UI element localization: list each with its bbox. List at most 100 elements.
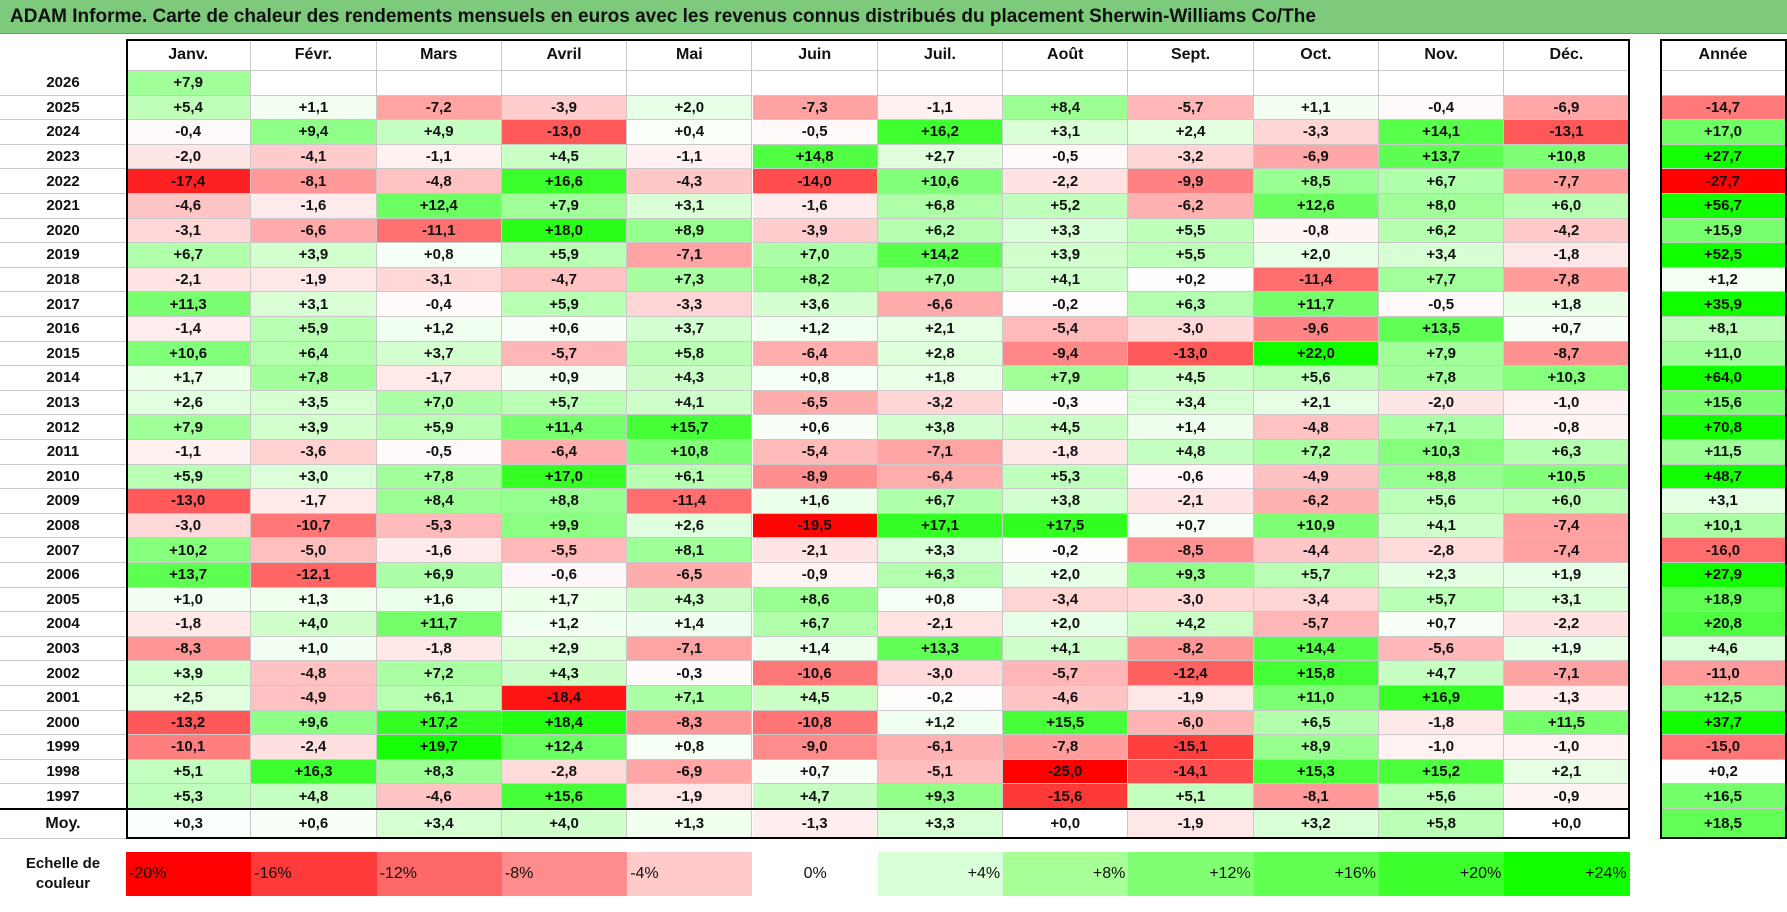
heat-cell: +0,2: [1128, 267, 1254, 293]
heat-cell: -2,1: [1128, 489, 1254, 514]
heat-cell: +15,6: [501, 784, 628, 809]
heat-cell: +0,8: [877, 587, 1004, 613]
heat-cell: -13,1: [1504, 120, 1630, 145]
heat-cell: +17,5: [1003, 513, 1129, 539]
heat-cell: -4,6: [1003, 686, 1129, 711]
heat-cell: -9,6: [1253, 317, 1379, 342]
heat-cell: +1,2: [877, 710, 1004, 736]
heat-cell: -6,2: [1253, 489, 1379, 514]
heat-cell: -1,3: [1504, 686, 1630, 711]
heat-cell: -0,2: [877, 686, 1004, 711]
heat-cell: +1,3: [251, 587, 377, 613]
heat-cell: -17,4: [126, 169, 252, 194]
annual-cell: +18,9: [1660, 587, 1787, 613]
heat-cell: +9,4: [251, 120, 377, 145]
heat-cell: +5,9: [126, 464, 252, 490]
heat-cell: -1,0: [1504, 735, 1630, 760]
heat-cell: -9,4: [1003, 341, 1129, 367]
heat-cell: -3,9: [752, 218, 878, 244]
heat-cell: +13,7: [126, 563, 252, 588]
heat-cell: +9,3: [877, 784, 1004, 809]
heat-cell: +5,7: [1253, 563, 1379, 588]
heat-cell: -11,4: [1253, 267, 1379, 293]
row-year-label: 1997: [0, 784, 126, 809]
row-year-label: 2019: [0, 243, 126, 268]
heat-cell: +0,9: [501, 366, 628, 391]
heat-cell: +7,1: [1379, 415, 1505, 440]
heat-cell: +11,7: [1253, 292, 1379, 317]
heat-cell: -1,6: [376, 538, 502, 563]
heat-cell: +3,5: [251, 390, 377, 416]
row-year-label: 2017: [0, 292, 126, 317]
average-cell: -1,3: [752, 809, 878, 839]
heat-cell: +2,0: [627, 95, 753, 121]
heat-cell: -0,4: [1379, 95, 1505, 121]
heat-cell: -1,9: [251, 267, 377, 293]
annual-cell: +52,5: [1660, 243, 1787, 268]
heat-cell: -7,4: [1504, 538, 1630, 563]
report-title: ADAM Informe. Carte de chaleur des rende…: [0, 0, 1787, 34]
heat-cell: +1,0: [251, 636, 377, 662]
annual-cell: +20,8: [1660, 612, 1787, 637]
heat-cell: +9,6: [251, 710, 377, 736]
heat-cell: +12,4: [501, 735, 628, 760]
heat-cell: -6,5: [752, 390, 878, 416]
heat-cell: +1,9: [1504, 636, 1630, 662]
heat-cell: +0,7: [1504, 317, 1630, 342]
heat-cell: +13,7: [1379, 144, 1505, 170]
heat-cell: -1,7: [376, 366, 502, 391]
heat-cell: +11,7: [376, 612, 502, 637]
heat-cell: +8,3: [376, 759, 502, 785]
heat-cell: +6,0: [1504, 194, 1630, 219]
row-year-label: 2024: [0, 120, 126, 145]
heat-cell: +1,4: [627, 612, 753, 637]
heat-cell: -5,6: [1379, 636, 1505, 662]
annual-cell: +10,1: [1660, 513, 1787, 539]
heat-cell: -3,0: [1128, 587, 1254, 613]
heat-cell: +11,0: [1253, 686, 1379, 711]
heat-cell: -13,2: [126, 710, 252, 736]
month-header: Avril: [501, 39, 628, 71]
heat-cell: -6,4: [752, 341, 878, 367]
heat-cell: +22,0: [1253, 341, 1379, 367]
heat-cell: -5,3: [376, 513, 502, 539]
heat-cell: -7,8: [1504, 267, 1630, 293]
heat-cell: -12,4: [1128, 661, 1254, 686]
average-cell: +3,3: [877, 809, 1004, 839]
row-year-label: 2000: [0, 710, 126, 736]
heat-cell: +1,2: [752, 317, 878, 342]
annual-cell: +11,5: [1660, 440, 1787, 465]
color-scale-swatch: +12%: [1128, 852, 1254, 896]
heat-cell: +7,0: [752, 243, 878, 268]
heat-cell: -5,7: [1253, 612, 1379, 637]
heat-cell: +0,6: [752, 415, 878, 440]
heat-cell: +5,3: [126, 784, 252, 809]
heat-cell: -14,1: [1128, 759, 1254, 785]
heat-cell: -0,3: [1003, 390, 1129, 416]
month-header: Févr.: [251, 39, 377, 71]
row-year-label: 2015: [0, 341, 126, 367]
heat-cell: +0,8: [376, 243, 502, 268]
heat-cell: +8,9: [627, 218, 753, 244]
heat-cell: +7,0: [877, 267, 1004, 293]
heat-cell: -0,4: [376, 292, 502, 317]
row-year-label: 2010: [0, 464, 126, 490]
heat-cell: +1,4: [752, 636, 878, 662]
heat-cell: +2,8: [877, 341, 1004, 367]
heat-cell: -1,6: [251, 194, 377, 219]
annual-cell: +4,6: [1660, 636, 1787, 662]
heat-cell: +2,1: [1504, 759, 1630, 785]
heat-cell: -4,6: [376, 784, 502, 809]
annual-cell: +64,0: [1660, 366, 1787, 391]
heat-cell: -10,6: [752, 661, 878, 686]
heat-cell: +6,8: [877, 194, 1004, 219]
heat-cell: -1,9: [1128, 686, 1254, 711]
heat-cell: -2,1: [752, 538, 878, 563]
heat-cell: +3,9: [1003, 243, 1129, 268]
annual-cell: +1,2: [1660, 267, 1787, 293]
color-scale-swatch: -16%: [251, 852, 377, 896]
heat-cell: +14,1: [1379, 120, 1505, 145]
heat-cell: +1,1: [1253, 95, 1379, 121]
heat-cell: -7,1: [877, 440, 1004, 465]
heat-cell: +8,2: [752, 267, 878, 293]
